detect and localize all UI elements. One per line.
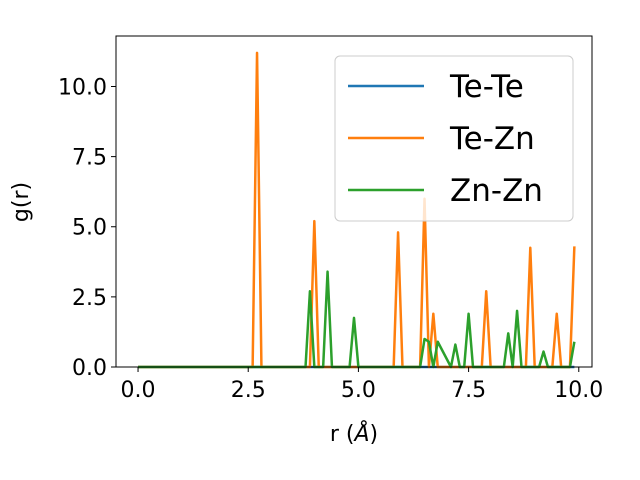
y-axis-label: g(r) [9,182,34,222]
x-tick-label: 2.5 [231,378,266,403]
x-axis-label-unit: Å [352,420,369,447]
y-tick-label: 5.0 [72,216,107,241]
x-tick-label: 0.0 [121,378,156,403]
y-tick-label: 7.5 [72,146,107,171]
x-axis-label: r (Å) [330,420,378,447]
legend-label: Te-Te [449,69,524,105]
legend-label: Zn-Zn [450,173,543,209]
y-tick-label: 10.0 [58,75,107,100]
x-axis-label-prefix: r ( [330,422,355,447]
x-tick-label: 5.0 [341,378,376,403]
y-tick-label: 2.5 [72,286,107,311]
plot-frame [115,35,593,368]
x-axis: 0.0 2.5 5.0 7.5 10.0 [121,367,603,403]
x-tick-label: 7.5 [451,378,486,403]
x-tick-label: 10.0 [554,378,603,403]
legend-label: Te-Zn [449,121,535,157]
legend-box [334,55,574,222]
series-line-zn-zn [138,270,576,369]
y-tick-label: 0.0 [72,356,107,381]
x-axis-label-suffix: ) [370,422,379,447]
legend: Te-Te Te-Zn Zn-Zn [334,55,574,222]
y-axis: 0.0 2.5 5.0 7.5 10.0 [58,75,116,381]
